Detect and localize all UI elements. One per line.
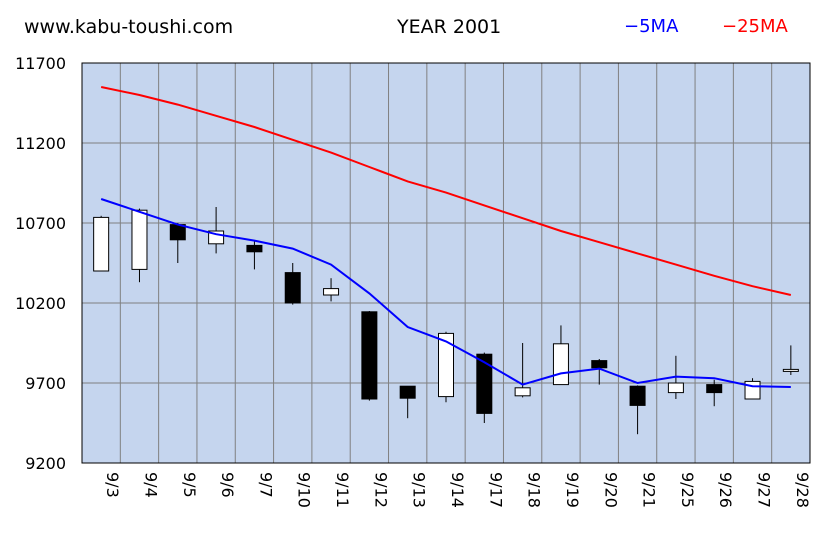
x-tick-label: 9/10 (295, 472, 314, 508)
candle-body (323, 288, 340, 296)
candle (629, 385, 646, 435)
candle (514, 343, 531, 398)
x-tick-label: 9/28 (793, 472, 812, 508)
x-tick-label: 9/20 (601, 472, 620, 508)
y-tick-label: 10700 (15, 214, 66, 233)
candle-body (706, 384, 723, 394)
candle (323, 278, 340, 302)
ma-line-5ma (100, 198, 791, 388)
x-tick-label: 9/11 (333, 472, 352, 508)
y-tick-label: 9200 (25, 454, 66, 473)
candle-body (438, 332, 454, 398)
candle-body (284, 272, 301, 304)
x-tick-label: 9/13 (410, 472, 429, 508)
x-tick-label: 9/18 (525, 472, 544, 508)
candle (93, 215, 110, 272)
candle-body (629, 385, 646, 406)
candle (246, 240, 263, 270)
candle (131, 208, 148, 283)
candle (438, 331, 454, 403)
candle-body (591, 360, 608, 369)
ma-line-25ma (100, 86, 792, 296)
x-tick-label: 9/12 (371, 472, 390, 508)
candle-body (131, 209, 148, 270)
y-tick-label: 11700 (15, 54, 66, 73)
x-tick-label: 9/17 (486, 472, 505, 508)
x-tick-label: 9/14 (448, 472, 467, 508)
x-tick-label: 9/27 (755, 472, 774, 508)
candle (706, 379, 723, 407)
x-tick-label: 9/19 (563, 472, 582, 508)
x-tick-label: 9/3 (103, 472, 122, 498)
candle-body (514, 387, 531, 397)
candle (169, 223, 186, 263)
candle-body (246, 244, 263, 253)
candle-body (93, 216, 110, 272)
y-tick-label: 9700 (25, 374, 66, 393)
x-tick-label: 9/6 (218, 472, 237, 498)
candle (476, 352, 493, 423)
candle-body (361, 311, 378, 400)
x-tick-label: 9/26 (716, 472, 735, 508)
candle-body (744, 380, 761, 400)
candle-body (782, 368, 799, 372)
candle (361, 311, 378, 401)
y-tick-label: 10200 (15, 294, 66, 313)
site-url: www.kabu-toushi.com (24, 16, 234, 38)
candle-body (667, 382, 684, 394)
x-tick-label: 9/25 (678, 472, 697, 508)
x-tick-label: 9/4 (141, 472, 160, 498)
moving-average-lines (100, 86, 792, 388)
x-tick-label: 9/21 (640, 472, 659, 508)
y-axis-tick-labels: 9200 9700 10200 10700 11200 11700 (15, 54, 66, 473)
legend-5ma: −5MA (624, 16, 679, 37)
plot-border (81, 62, 811, 464)
legend-25ma: −25MA (722, 16, 788, 37)
candle (744, 378, 761, 400)
candle-body (552, 343, 569, 386)
candle (399, 385, 416, 419)
candle (782, 345, 799, 375)
x-axis-tick-labels: 9/3 9/4 9/5 9/6 9/7 9/10 9/11 9/12 9/13 9/14 9/17 9… (103, 472, 812, 508)
x-tick-label: 9/5 (180, 472, 199, 498)
candle-body (476, 353, 493, 414)
chart-title: YEAR 2001 (397, 16, 502, 38)
candle-body (399, 385, 416, 399)
y-tick-label: 11200 (15, 134, 66, 153)
candle (284, 263, 301, 305)
plot-area (82, 63, 810, 463)
x-tick-label: 9/7 (256, 472, 275, 498)
